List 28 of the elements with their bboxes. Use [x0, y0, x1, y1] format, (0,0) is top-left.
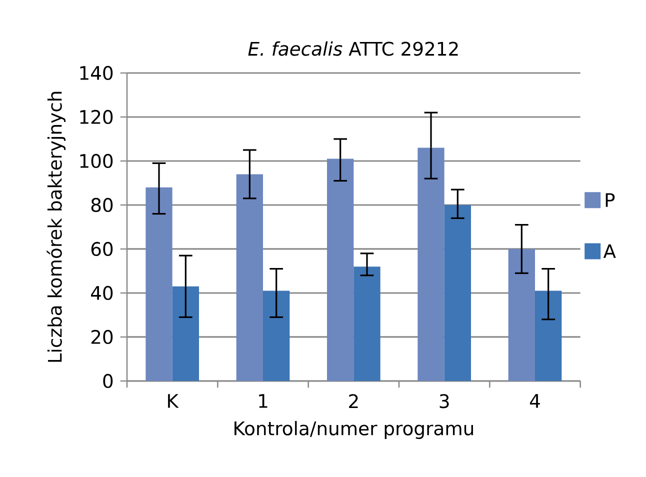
- legend-label: A: [603, 244, 616, 258]
- legend-label: P: [606, 193, 615, 207]
- bar: [263, 290, 290, 381]
- y-tick-label: 80: [91, 198, 113, 212]
- x-axis-title: Kontrola/numer programu: [234, 420, 473, 440]
- bar: [418, 148, 444, 381]
- y-tick-label: 140: [80, 66, 113, 80]
- x-tick-label: K: [168, 394, 179, 408]
- x-tick-label: 2: [349, 394, 358, 408]
- bar: [146, 187, 172, 381]
- x-tick-label: 3: [440, 394, 449, 408]
- bar: [354, 266, 380, 381]
- y-tick-label: 0: [103, 374, 113, 388]
- y-tick-label: 20: [91, 330, 113, 344]
- bar: [444, 204, 471, 381]
- y-tick-label: 40: [91, 286, 113, 300]
- y-tick-label: 100: [80, 154, 113, 168]
- x-tick-label: 1: [259, 394, 268, 408]
- y-tick-label: 60: [91, 242, 113, 256]
- bar: [236, 174, 263, 381]
- bar: [327, 158, 354, 381]
- bar: [172, 286, 199, 381]
- bar: [508, 248, 535, 381]
- chart-title: E. faecalis ATTC 29212: [248, 41, 458, 56]
- y-axis-title: Liczba komórek bakteryjnych: [46, 92, 66, 362]
- bar: [534, 290, 562, 381]
- x-tick-label: 4: [530, 394, 540, 408]
- y-tick-label: 120: [80, 110, 113, 124]
